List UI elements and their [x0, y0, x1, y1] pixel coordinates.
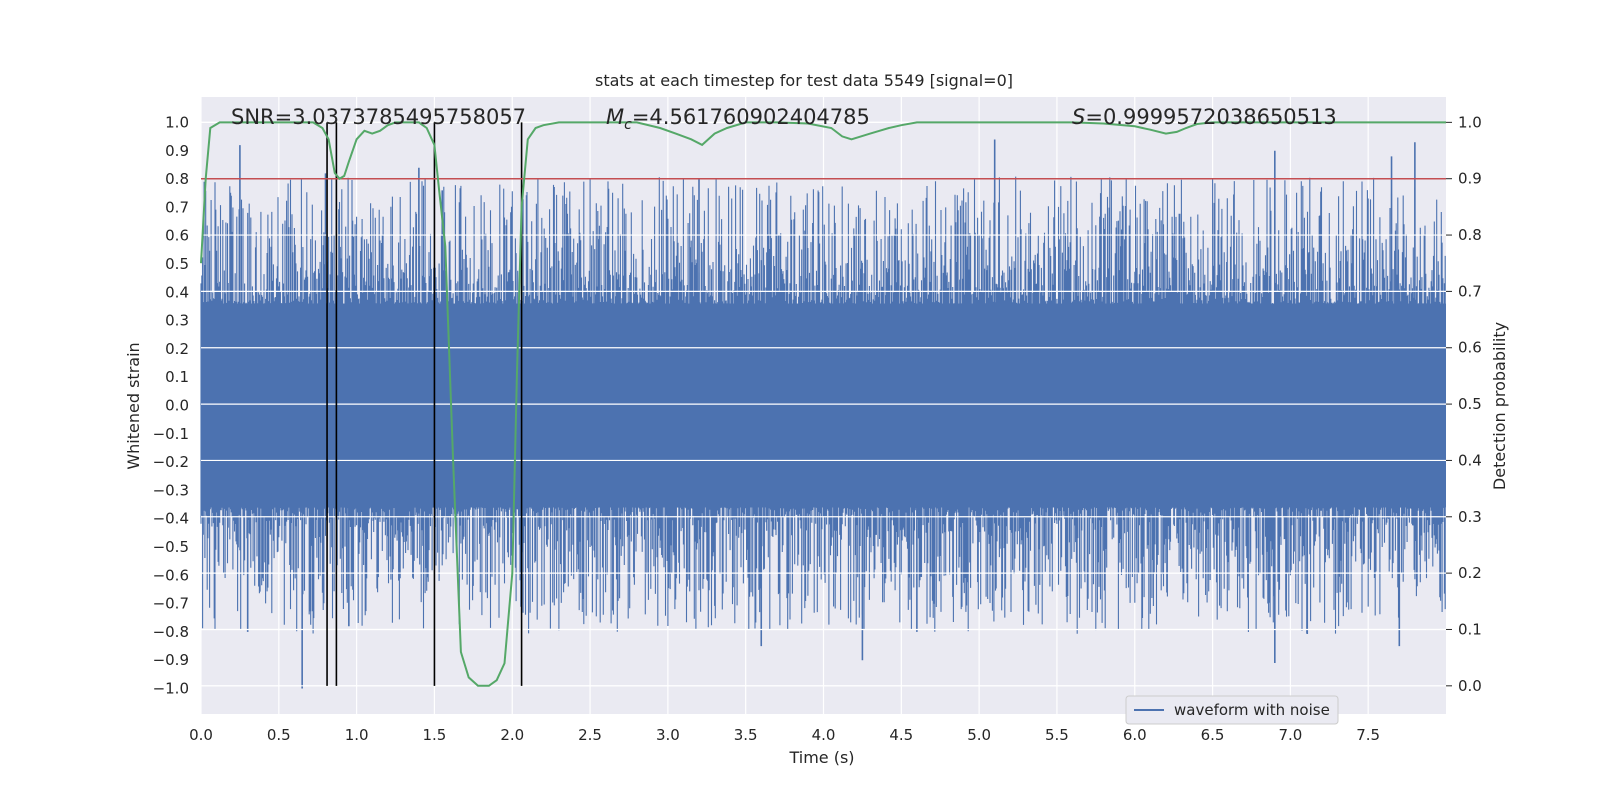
y-tick-label: −0.3 [153, 481, 189, 499]
y-tick-label: −0.4 [153, 510, 189, 528]
mc-symbol: M [606, 105, 624, 129]
y2-tick-label: 0.4 [1458, 451, 1482, 469]
y2-tick-label: 0.1 [1458, 620, 1482, 638]
mc-value: =4.561760902404785 [632, 105, 870, 129]
y-tick-label: −0.2 [153, 453, 189, 471]
x-tick-label: 2.5 [578, 726, 602, 744]
y-tick-label: −0.5 [153, 538, 189, 556]
x-tick-label: 7.0 [1278, 726, 1302, 744]
y2-tick-label: 0.9 [1458, 170, 1482, 188]
x-tick-label: 1.0 [345, 726, 369, 744]
y-tick-label: 0.1 [165, 368, 189, 386]
s-symbol: S [1072, 105, 1085, 129]
y-tick-label: −0.6 [153, 566, 189, 584]
x-tick-label: 3.5 [734, 726, 758, 744]
s-value: =0.9999572038650513 [1085, 105, 1336, 129]
y-tick-label: 1.0 [165, 113, 189, 131]
legend-box [1125, 695, 1339, 725]
legend-label: waveform with noise [1174, 701, 1330, 719]
y-tick-label: −1.0 [153, 680, 189, 698]
x-tick-label: 6.5 [1201, 726, 1225, 744]
x-tick-label: 3.0 [656, 726, 680, 744]
y2-tick-label: 0.8 [1458, 226, 1482, 244]
y-tick-label: 0.9 [165, 142, 189, 160]
y-axis-tick-labels: 1.0 0.9 0.8 0.7 0.6 0.5 0.4 0.3 0.2 0.1 0.0 −0.1 −0.… [153, 113, 189, 697]
x-axis-label: Time (s) [788, 748, 854, 767]
x-tick-label: 4.5 [889, 726, 913, 744]
x-tick-label: 2.0 [500, 726, 524, 744]
y-tick-label: 0.8 [165, 170, 189, 188]
y-tick-label: 0.3 [165, 312, 189, 330]
legend: waveform with noise [1125, 695, 1339, 725]
y-tick-label: 0.0 [165, 397, 189, 415]
chart-title: stats at each timestep for test data 554… [595, 71, 1013, 90]
y2-axis-tick-labels: 1.0 0.9 0.8 0.7 0.6 0.5 0.4 0.3 0.2 0.1 0.0 [1446, 113, 1482, 695]
mc-subscript: c [624, 117, 632, 133]
y-tick-label: −0.9 [153, 651, 189, 669]
y-tick-label: 0.6 [165, 227, 189, 245]
x-tick-label: 0.5 [267, 726, 291, 744]
x-tick-label: 5.0 [967, 726, 991, 744]
s-annotation: S=0.9999572038650513 [1072, 105, 1337, 129]
x-axis-tick-labels: 0.0 0.5 1.0 1.5 2.0 2.5 3.0 3.5 4.0 4.5 5.0 5.5 6.0 6… [189, 726, 1380, 744]
y-axis-label: Whitened strain [124, 342, 143, 469]
x-tick-label: 7.5 [1356, 726, 1380, 744]
y2-axis-label: Detection probability [1490, 322, 1509, 490]
y-tick-label: 0.2 [165, 340, 189, 358]
y-tick-label: 0.7 [165, 198, 189, 216]
y2-tick-label: 0.2 [1458, 564, 1482, 582]
y2-tick-label: 0.0 [1458, 677, 1482, 695]
detection-probability-line [200, 121, 1446, 687]
x-tick-label: 4.0 [812, 726, 836, 744]
y-tick-label: −0.8 [153, 623, 189, 641]
x-tick-label: 6.0 [1123, 726, 1147, 744]
y-tick-label: −0.1 [153, 425, 189, 443]
x-tick-label: 1.5 [423, 726, 447, 744]
waveform-series [200, 121, 1446, 689]
y2-tick-label: 1.0 [1458, 113, 1482, 131]
y-tick-label: 0.4 [165, 283, 189, 301]
x-tick-label: 5.5 [1045, 726, 1069, 744]
y2-tick-label: 0.7 [1458, 282, 1482, 300]
y2-tick-label: 0.6 [1458, 339, 1482, 357]
y-tick-label: −0.7 [153, 595, 189, 613]
x-tick-label: 0.0 [189, 726, 213, 744]
y2-tick-label: 0.3 [1458, 508, 1482, 526]
y-tick-label: 0.5 [165, 255, 189, 273]
y2-tick-label: 0.5 [1458, 395, 1482, 413]
chirp-mass-annotation: Mc=4.561760902404785 [606, 105, 870, 133]
snr-annotation: SNR=3.0373785495758057 [231, 105, 526, 129]
